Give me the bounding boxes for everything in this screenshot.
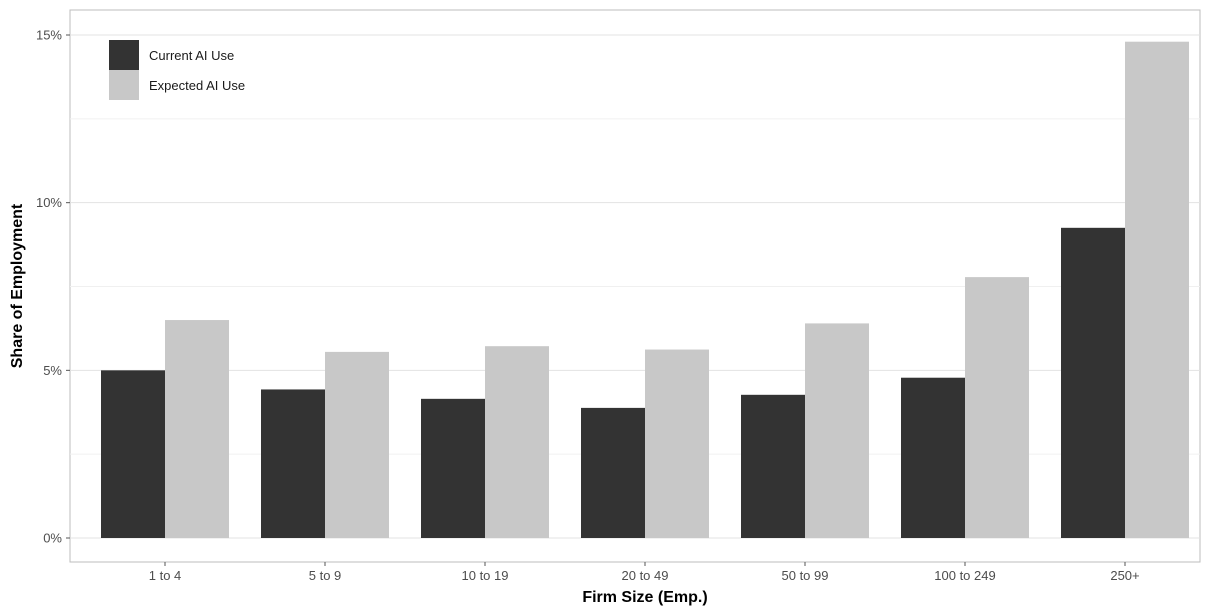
y-axis-title: Share of Employment xyxy=(9,203,26,368)
legend-label: Current AI Use xyxy=(149,48,234,63)
y-tick-label: 0% xyxy=(43,531,62,546)
bar-expected-ai-use xyxy=(805,323,869,538)
bar-expected-ai-use xyxy=(165,320,229,538)
x-tick-label: 1 to 4 xyxy=(149,568,182,583)
y-tick-label: 10% xyxy=(36,195,62,210)
bar-expected-ai-use xyxy=(1125,41,1189,538)
bar-current-ai-use xyxy=(101,370,165,538)
bar-current-ai-use xyxy=(1061,227,1125,539)
x-tick-label: 5 to 9 xyxy=(309,568,342,583)
bar-expected-ai-use xyxy=(645,349,709,538)
bar-expected-ai-use xyxy=(325,351,389,538)
x-axis-ticks: 1 to 4 5 to 9 10 to 19 20 to 49 50 to 99 100 … xyxy=(149,562,1140,583)
x-axis-title: Firm Size (Emp.) xyxy=(582,589,707,606)
y-tick-label: 5% xyxy=(43,363,62,378)
legend-label: Expected AI Use xyxy=(149,78,245,93)
x-tick-label: 100 to 249 xyxy=(934,568,995,583)
x-tick-label: 20 to 49 xyxy=(622,568,669,583)
bars xyxy=(101,41,1189,539)
legend-key xyxy=(109,70,139,100)
x-tick-label: 250+ xyxy=(1110,568,1139,583)
bar-current-ai-use xyxy=(741,394,805,538)
bar-current-ai-use xyxy=(901,377,965,538)
y-tick-label: 15% xyxy=(36,28,62,43)
x-tick-label: 50 to 99 xyxy=(782,568,829,583)
bar-current-ai-use xyxy=(421,398,485,538)
y-axis-ticks: 0% 5% 10% 15% xyxy=(36,28,70,546)
legend-key xyxy=(109,40,139,70)
bar-current-ai-use xyxy=(261,389,325,538)
bar-expected-ai-use xyxy=(965,277,1029,538)
x-tick-label: 10 to 19 xyxy=(462,568,509,583)
bar-current-ai-use xyxy=(581,407,645,538)
bar-expected-ai-use xyxy=(485,346,549,538)
legend: Current AI Use Expected AI Use xyxy=(109,40,245,100)
